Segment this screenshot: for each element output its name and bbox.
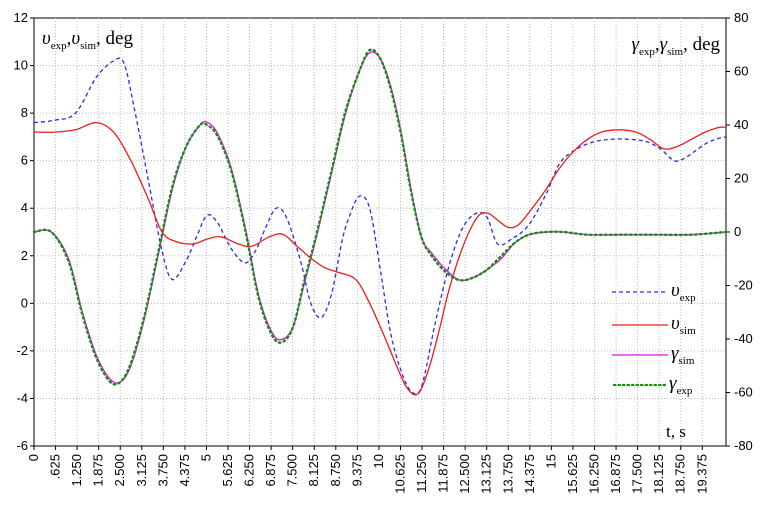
right-tick-label: 80 xyxy=(734,10,748,25)
left-tick-label: 12 xyxy=(14,10,28,25)
x-tick-label: 16.875 xyxy=(608,454,623,494)
left-tick-label: 10 xyxy=(14,58,28,73)
y-axis-label-left: υexp,υsim, deg xyxy=(42,28,133,52)
legend-item-v-sim: υsim xyxy=(612,313,696,337)
right-tick-label: 60 xyxy=(734,64,748,79)
x-tick-label: 11.875 xyxy=(436,454,451,493)
x-tick-label: 13.750 xyxy=(500,454,515,494)
right-tick-label: 0 xyxy=(734,224,741,239)
legend-item-g-exp: γexp xyxy=(612,373,693,397)
x-tick-label: 15.625 xyxy=(565,454,580,494)
right-axis-ticks: -80 -60 -40 -20 0 20 40 60 80 xyxy=(726,10,753,453)
x-tick-label: 6.875 xyxy=(263,454,278,487)
left-tick-label: -4 xyxy=(16,390,28,405)
right-tick-label: -20 xyxy=(734,278,753,293)
grid xyxy=(34,18,726,446)
legend-item-v-exp: υexp xyxy=(612,280,696,304)
x-axis-ticks: 0 .625 1.250 1.875 2.500 3.125 3.750 4.375 5 5.62… xyxy=(26,446,709,494)
svg-text:γsim: γsim xyxy=(671,343,695,367)
x-tick-label: 19.375 xyxy=(694,454,709,494)
left-tick-label: -6 xyxy=(16,438,28,453)
series-group xyxy=(32,48,728,396)
x-tick-label: .625 xyxy=(48,454,63,479)
plot-frame xyxy=(33,17,727,447)
x-tick-label: 7.500 xyxy=(285,454,300,487)
left-tick-label: 0 xyxy=(21,295,28,310)
right-tick-label: -80 xyxy=(734,438,753,453)
left-tick-label: 4 xyxy=(21,200,28,215)
x-tick-label: 13.125 xyxy=(479,454,494,494)
left-tick-label: 2 xyxy=(21,248,28,263)
left-axis-ticks: -6 -4 -2 0 2 4 6 8 10 12 xyxy=(14,10,34,453)
legend: υexp υsim γsim γexp xyxy=(612,280,696,397)
x-tick-label: 17.500 xyxy=(630,454,645,494)
x-axis-label: t, s xyxy=(666,422,686,441)
svg-text:υexp: υexp xyxy=(671,280,696,304)
x-tick-label: 11.250 xyxy=(414,454,429,493)
x-tick-label: 3.750 xyxy=(155,454,170,487)
x-tick-label: 6.250 xyxy=(242,454,257,487)
left-tick-label: -2 xyxy=(16,343,28,358)
x-tick-label: 14.375 xyxy=(522,454,537,494)
right-tick-label: 40 xyxy=(734,117,748,132)
x-tick-label: 1.875 xyxy=(91,454,106,487)
x-tick-label: 9.375 xyxy=(349,454,364,487)
series-line-0 xyxy=(33,57,727,395)
left-tick-label: 8 xyxy=(21,105,28,120)
legend-item-g-sim: γsim xyxy=(612,343,695,367)
x-tick-label: 8.125 xyxy=(306,454,321,487)
right-tick-label: -40 xyxy=(734,331,753,346)
x-tick-label: 1.250 xyxy=(69,454,84,487)
series-line-3 xyxy=(32,48,728,386)
x-tick-label: 18.750 xyxy=(673,454,688,494)
x-tick-label: 5.625 xyxy=(220,454,235,487)
y-axis-label-right: γexp,γsim, deg xyxy=(632,34,721,58)
x-tick-label: 0 xyxy=(26,454,41,461)
x-tick-label: 4.375 xyxy=(177,454,192,487)
x-tick-label: 2.500 xyxy=(112,454,127,487)
right-tick-label: 20 xyxy=(734,171,748,186)
right-tick-label: -60 xyxy=(734,385,753,400)
svg-text:υsim: υsim xyxy=(671,313,696,337)
left-tick-label: 6 xyxy=(21,153,28,168)
x-tick-label: 18.125 xyxy=(651,454,666,494)
x-tick-label: 3.125 xyxy=(134,454,149,487)
series-line-1 xyxy=(33,121,727,396)
x-tick-label: 16.250 xyxy=(586,454,601,494)
svg-text:γexp: γexp xyxy=(669,373,693,397)
x-tick-label: 12.500 xyxy=(457,454,472,494)
x-tick-label: 8.750 xyxy=(328,454,343,487)
x-tick-label: 10.625 xyxy=(392,454,407,494)
x-tick-label: 10 xyxy=(371,454,386,468)
x-tick-label: 15 xyxy=(543,454,558,468)
x-tick-label: 5 xyxy=(198,454,213,461)
